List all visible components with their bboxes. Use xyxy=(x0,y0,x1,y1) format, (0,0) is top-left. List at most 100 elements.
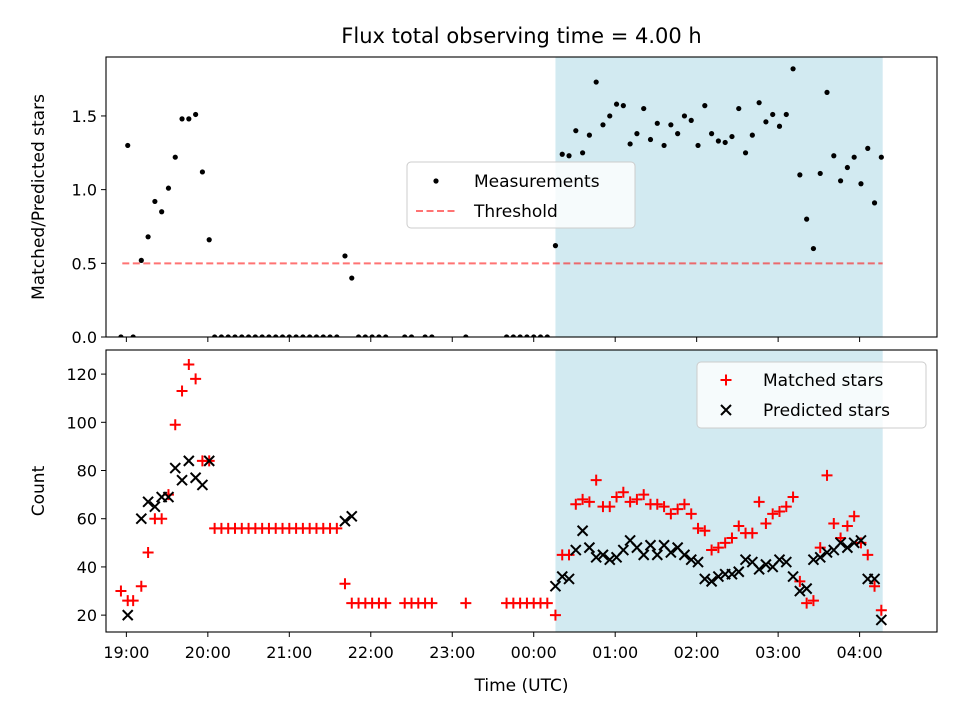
measurement-point xyxy=(376,334,382,337)
measurement-point xyxy=(586,132,592,138)
x-tick-label: 02:00 xyxy=(674,643,720,662)
predicted-stars-point xyxy=(726,568,738,580)
matched-stars-point xyxy=(706,544,718,556)
legend-label-measurements: Measurements xyxy=(474,172,600,192)
matched-stars-point xyxy=(665,508,677,520)
measurement-point xyxy=(524,334,530,337)
matched-stars-point xyxy=(190,373,202,385)
predicted-stars-point xyxy=(576,525,589,537)
measurement-point xyxy=(225,334,231,337)
measurement-point xyxy=(844,164,850,171)
matched-stars-point xyxy=(590,474,602,486)
y-axis-label: Count xyxy=(29,465,49,516)
predicted-stars-point xyxy=(183,455,195,467)
predicted-stars-point xyxy=(604,553,616,566)
predicted-stars-point xyxy=(807,553,820,566)
measurement-point xyxy=(118,334,124,337)
matched-stars-point xyxy=(331,522,343,534)
ratio-panel: 0.0 0.5 1.0 1.5 Matched/Predicted stars Measu… xyxy=(29,56,938,347)
predicted-stars-point xyxy=(692,556,704,568)
matched-stars-point xyxy=(426,597,438,609)
predicted-stars-point xyxy=(665,546,677,559)
measurement-point xyxy=(145,234,151,240)
matched-stars-point xyxy=(617,486,629,498)
measurement-point xyxy=(286,334,292,337)
y-tick-label: 1.5 xyxy=(72,107,97,126)
predicted-stars-point xyxy=(685,553,697,566)
predicted-stars-point xyxy=(787,570,799,583)
measurement-point xyxy=(369,334,375,337)
measurement-point xyxy=(661,142,667,149)
matched-stars-point xyxy=(460,597,472,609)
predicted-stars-point xyxy=(753,563,765,576)
predicted-stars-point xyxy=(617,544,630,556)
matched-stars-point xyxy=(753,496,765,508)
measurement-point xyxy=(763,119,769,125)
predicted-stars-point xyxy=(773,553,786,566)
measurement-point xyxy=(580,150,586,156)
matched-stars-point xyxy=(848,510,860,522)
predicted-stars-point xyxy=(855,534,867,547)
predicted-stars-point xyxy=(196,479,209,491)
measurement-point xyxy=(307,334,313,337)
legend-box xyxy=(406,161,636,229)
matched-stars-point xyxy=(658,501,670,513)
measurement-point xyxy=(199,169,206,175)
measurement-point xyxy=(600,122,606,128)
x-axis-label: Time (UTC) xyxy=(474,676,569,696)
predicted-stars-point xyxy=(841,541,854,554)
legend-predicted-marker xyxy=(720,404,732,416)
chart-title: Flux total observing time = 4.00 h xyxy=(341,24,701,48)
measurement-point xyxy=(165,185,172,191)
count-panel: 20 40 60 80 100 120 19:00 20:00 21:00 22:00 23:00 0… xyxy=(29,349,938,696)
predicted-stars-point xyxy=(699,573,711,585)
measurement-point xyxy=(647,136,654,143)
matched-stars-point xyxy=(583,496,595,508)
measurement-point xyxy=(537,334,544,337)
legend-matched-marker xyxy=(720,374,732,386)
predicted-stars-point xyxy=(590,551,602,563)
predicted-stars-point xyxy=(583,541,596,554)
measurement-point xyxy=(273,334,279,337)
matched-stars-point xyxy=(794,575,806,587)
measurement-point xyxy=(408,334,415,337)
measurement-point xyxy=(517,334,523,337)
matched-stars-point xyxy=(127,595,139,607)
matched-stars-point xyxy=(577,493,589,505)
measurement-point xyxy=(729,133,735,140)
plot-area xyxy=(115,358,888,626)
measurement-point xyxy=(218,334,225,337)
predicted-stars-point xyxy=(678,549,691,561)
matched-stars-point xyxy=(841,520,853,532)
x-tick-label: 23:00 xyxy=(429,643,475,662)
legend-measurement-marker xyxy=(433,178,439,184)
matched-stars-point xyxy=(692,522,704,534)
measurement-point xyxy=(858,181,864,187)
measurement-point xyxy=(259,334,265,337)
predicted-stars-point xyxy=(339,515,351,527)
predicted-stars-point xyxy=(848,537,860,549)
matched-stars-point xyxy=(773,505,785,517)
y-tick-label: 60 xyxy=(77,510,97,529)
measurement-point xyxy=(193,111,199,118)
x-tick-label: 20:00 xyxy=(185,643,231,662)
matched-stars-point xyxy=(828,518,840,530)
predicted-stars-point xyxy=(142,496,154,508)
matched-stars-point xyxy=(875,604,887,616)
matched-stars-point xyxy=(549,609,561,621)
predicted-stars-point xyxy=(739,553,752,566)
measurement-point xyxy=(627,141,633,147)
measurement-point xyxy=(422,334,428,337)
legend: Matched stars Predicted stars xyxy=(696,361,927,429)
measurement-point xyxy=(831,153,837,159)
matched-stars-point xyxy=(611,491,623,503)
matched-stars-point xyxy=(678,498,690,510)
matched-stars-point xyxy=(176,385,188,397)
measurement-point xyxy=(355,334,362,337)
matched-stars-point xyxy=(570,498,582,510)
matched-stars-point xyxy=(719,537,731,549)
measurement-point xyxy=(865,145,871,151)
matched-stars-point xyxy=(767,508,779,520)
measurement-point xyxy=(327,334,333,337)
